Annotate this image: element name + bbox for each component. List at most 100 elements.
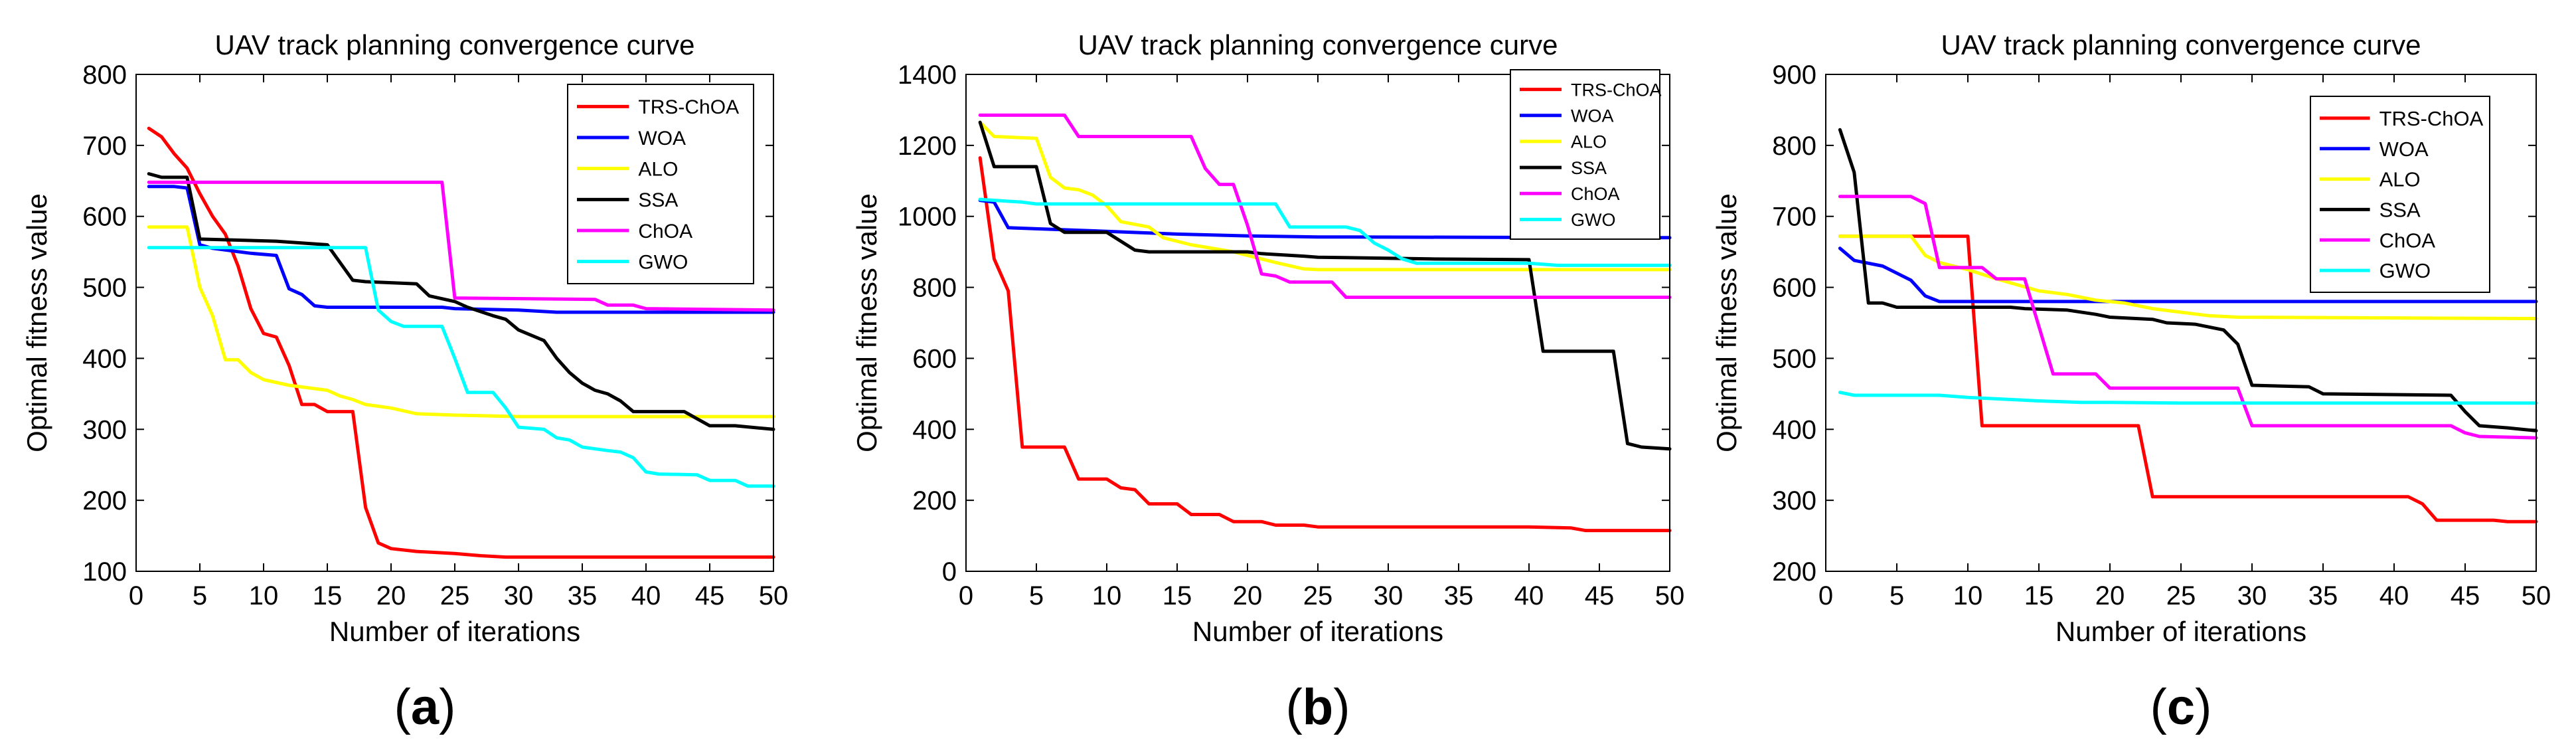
chart-panel-c: 0 5 10 15 20 25 30 35 40 45 50 200 300 400 500 600 700 80…	[1711, 29, 2551, 735]
series-line-ssa	[147, 172, 775, 431]
x-tick-label: 10	[249, 581, 279, 610]
x-tick-label: 30	[2237, 581, 2267, 610]
x-tick-label: 20	[2095, 581, 2125, 610]
legend-label-ssa: SSA	[638, 189, 678, 211]
x-tick-label: 35	[568, 581, 598, 610]
y-tick-label: 600	[912, 344, 957, 373]
series-line-trs-choa	[978, 156, 1672, 533]
legend-box	[567, 84, 754, 284]
series-line-woa	[1838, 246, 2538, 304]
x-axis-label: Number of iterations	[2055, 616, 2306, 647]
panel-caption-letter: b	[1303, 679, 1333, 735]
y-tick-label: 200	[82, 486, 127, 515]
legend-label-ssa: SSA	[1571, 158, 1607, 178]
series-line-trs-choa	[147, 126, 775, 559]
x-tick-label: 10	[1092, 581, 1122, 610]
series-line-choa	[1838, 195, 2538, 440]
x-tick-label: 30	[504, 581, 534, 610]
y-tick-label: 200	[912, 486, 957, 515]
chart-panel-a: 0 5 10 15 20 25 30 35 40 45 50 100 200 300 400 500 600 70…	[21, 29, 788, 735]
legend-box	[1510, 69, 1660, 240]
legend-label-woa: WOA	[638, 128, 686, 149]
x-tick-label: 25	[1303, 581, 1333, 610]
legend-label-woa: WOA	[2379, 138, 2429, 161]
x-tick-label: 15	[1163, 581, 1192, 610]
y-tick-label: 0	[942, 557, 957, 587]
legend-label-alo: ALO	[2379, 168, 2421, 191]
y-tick-label: 500	[82, 274, 127, 303]
x-tick-label: 40	[1514, 581, 1544, 610]
legend-box	[2310, 96, 2490, 293]
x-axis-label: Number of iterations	[329, 616, 580, 647]
series-line-alo	[1838, 234, 2538, 321]
x-tick-label: 15	[313, 581, 343, 610]
panel-caption-letter: a	[411, 679, 440, 735]
chart-title: UAV track planning convergence curve	[1941, 29, 2421, 60]
x-tick-label: 35	[2308, 581, 2338, 610]
panel-caption: (c)	[2150, 679, 2212, 735]
chart-panel-b: 0 5 10 15 20 25 30 35 40 45 50 0 200 400 600 800 1000 120…	[851, 29, 1684, 735]
legend: TRS-ChOA WOA ALO SSA ChOA GWO	[2310, 96, 2490, 293]
y-tick-label: 1000	[898, 203, 957, 232]
x-tick-label: 20	[1233, 581, 1263, 610]
panel-caption-letter: c	[2167, 679, 2195, 735]
legend-label-woa: WOA	[1571, 106, 1614, 126]
x-tick-label: 5	[1029, 581, 1044, 610]
x-tick-label: 50	[2522, 581, 2551, 610]
series-line-gwo	[147, 246, 775, 488]
x-tick-label: 35	[1444, 581, 1474, 610]
legend-label-trs-choa: TRS-ChOA	[638, 96, 739, 118]
y-tick-label: 400	[912, 415, 957, 444]
legend-label-choa: ChOA	[2379, 229, 2436, 252]
x-tick-label: 50	[1655, 581, 1685, 610]
y-axis-label: Optimal fitness value	[1711, 193, 1742, 452]
x-tick-label: 25	[2166, 581, 2196, 610]
legend-label-ssa: SSA	[2379, 199, 2421, 222]
series-line-alo	[147, 225, 775, 419]
legend-label-choa: ChOA	[638, 221, 692, 242]
x-tick-label: 0	[129, 581, 143, 610]
y-tick-label: 400	[1772, 415, 1816, 444]
legend-label-gwo: GWO	[1571, 210, 1616, 230]
y-tick-label: 100	[82, 557, 127, 587]
legend-label-gwo: GWO	[638, 251, 688, 273]
x-tick-label: 45	[695, 581, 725, 610]
x-tick-label: 0	[1818, 581, 1833, 610]
series-line-ssa	[978, 120, 1672, 451]
y-tick-label: 300	[1772, 486, 1816, 515]
y-tick-label: 700	[82, 132, 127, 161]
y-axis-label: Optimal fitness value	[21, 193, 52, 452]
x-tick-label: 15	[2024, 581, 2054, 610]
series-line-alo	[978, 120, 1672, 272]
x-tick-label: 45	[2451, 581, 2480, 610]
x-axis-label: Number of iterations	[1192, 616, 1443, 647]
y-tick-label: 800	[1772, 132, 1816, 161]
x-tick-label: 50	[759, 581, 789, 610]
legend: TRS-ChOA WOA ALO SSA ChOA GWO	[567, 84, 754, 284]
y-axis-label: Optimal fitness value	[851, 193, 882, 452]
legend-label-alo: ALO	[638, 158, 678, 180]
x-tick-label: 10	[1953, 581, 1983, 610]
y-tick-label: 800	[912, 274, 957, 303]
x-tick-label: 40	[631, 581, 661, 610]
y-tick-label: 500	[1772, 344, 1816, 373]
y-tick-label: 900	[1772, 60, 1816, 90]
chart-title: UAV track planning convergence curve	[215, 29, 695, 60]
y-tick-label: 800	[82, 60, 127, 90]
y-tick-label: 600	[82, 203, 127, 232]
legend-label-gwo: GWO	[2379, 259, 2431, 282]
y-tick-label: 200	[1772, 557, 1816, 587]
panel-caption: (b)	[1285, 679, 1350, 735]
x-tick-label: 45	[1585, 581, 1615, 610]
legend-label-alo: ALO	[1571, 132, 1607, 152]
x-tick-label: 25	[440, 581, 470, 610]
series-line-ssa	[1838, 128, 2538, 432]
y-tick-label: 600	[1772, 274, 1816, 303]
x-tick-label: 5	[193, 581, 207, 610]
legend-label-trs-choa: TRS-ChOA	[1571, 80, 1662, 100]
series-line-gwo	[1838, 391, 2538, 405]
x-tick-label: 20	[376, 581, 406, 610]
x-tick-label: 30	[1374, 581, 1404, 610]
y-tick-label: 300	[82, 415, 127, 444]
